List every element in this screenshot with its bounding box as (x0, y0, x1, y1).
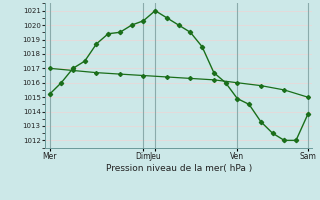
X-axis label: Pression niveau de la mer( hPa ): Pression niveau de la mer( hPa ) (106, 164, 252, 173)
